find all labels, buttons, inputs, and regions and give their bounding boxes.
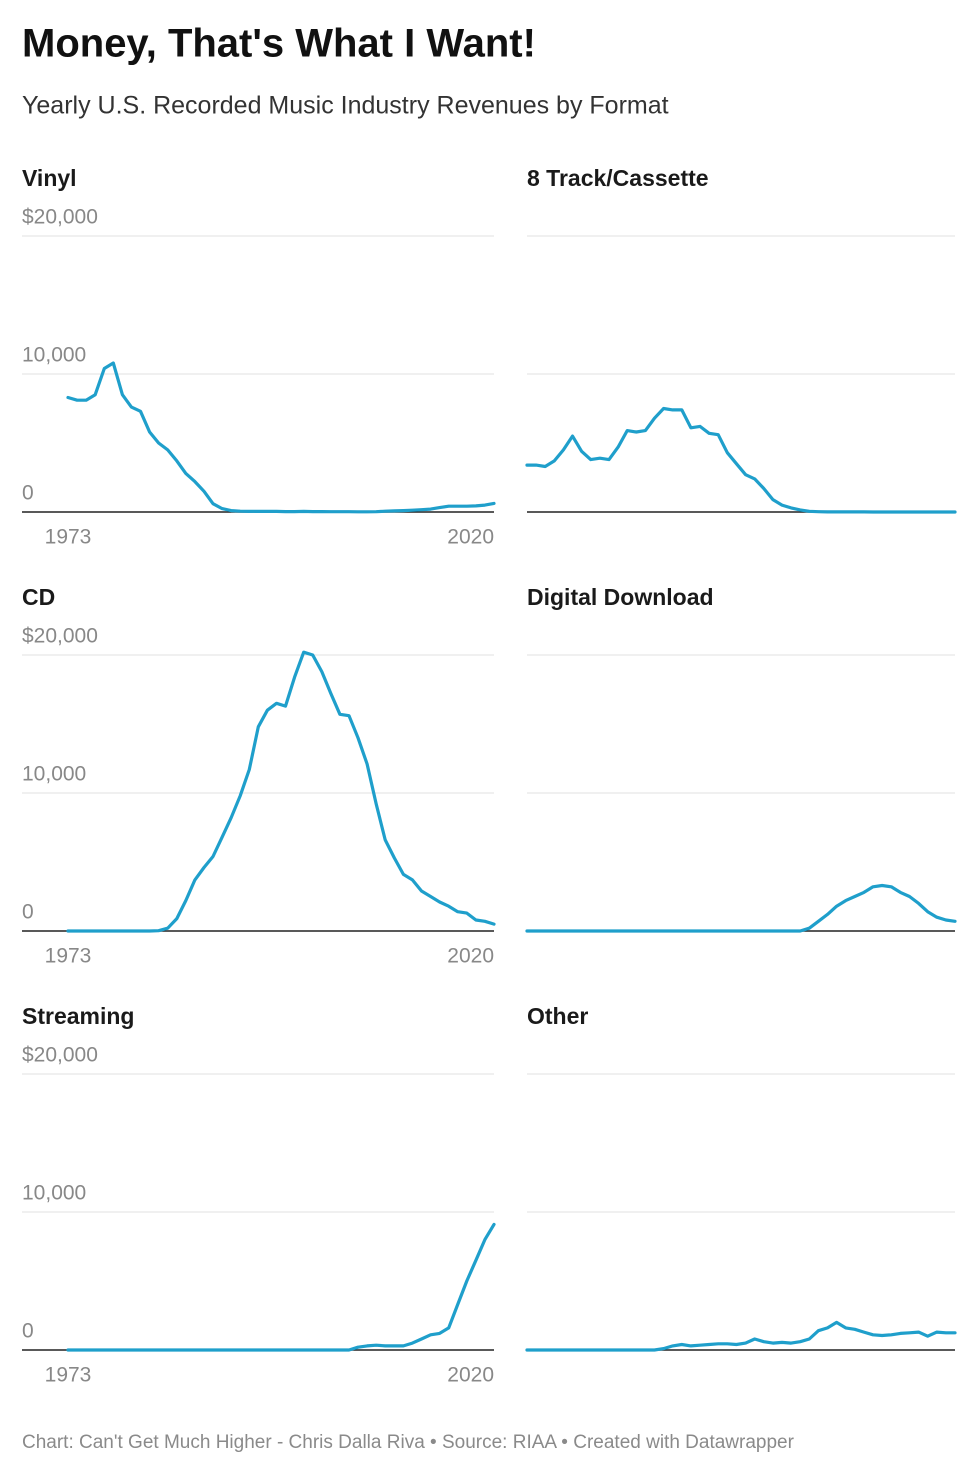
y-tick-label: 10,000 — [22, 344, 86, 367]
x-tick-label: 1973 — [45, 526, 92, 549]
panel-title: Other — [527, 1003, 588, 1029]
page-subtitle: Yearly U.S. Recorded Music Industry Reve… — [22, 92, 669, 120]
y-tick-label: $20,000 — [22, 1044, 98, 1067]
line — [525, 883, 957, 933]
x-tick-label: 2020 — [447, 526, 494, 549]
panel-title: 8 Track/Cassette — [527, 165, 709, 191]
y-tick-label: $20,000 — [22, 625, 98, 648]
x-tick-label: 2020 — [447, 945, 494, 968]
panel-title: Vinyl — [22, 165, 77, 191]
panel-title: CD — [22, 584, 55, 610]
x-tick-label: 2020 — [447, 1364, 494, 1387]
y-tick-label: 0 — [22, 1320, 34, 1343]
line — [66, 361, 496, 514]
line — [525, 406, 957, 514]
y-tick-label: 0 — [22, 482, 34, 505]
x-tick-label: 1973 — [45, 1364, 92, 1387]
x-tick-label: 1973 — [45, 945, 92, 968]
page-title: Money, That's What I Want! — [22, 22, 536, 66]
y-tick-label: 10,000 — [22, 763, 86, 786]
y-tick-label: $20,000 — [22, 206, 98, 229]
panel-title: Streaming — [22, 1003, 134, 1029]
footer: Chart: Can't Get Much Higher - Chris Dal… — [22, 1432, 795, 1453]
y-tick-label: 0 — [22, 901, 34, 924]
y-tick-label: 10,000 — [22, 1182, 86, 1205]
line — [66, 650, 496, 933]
panel-title: Digital Download — [527, 584, 714, 610]
line — [66, 1222, 496, 1352]
line — [525, 1320, 957, 1352]
